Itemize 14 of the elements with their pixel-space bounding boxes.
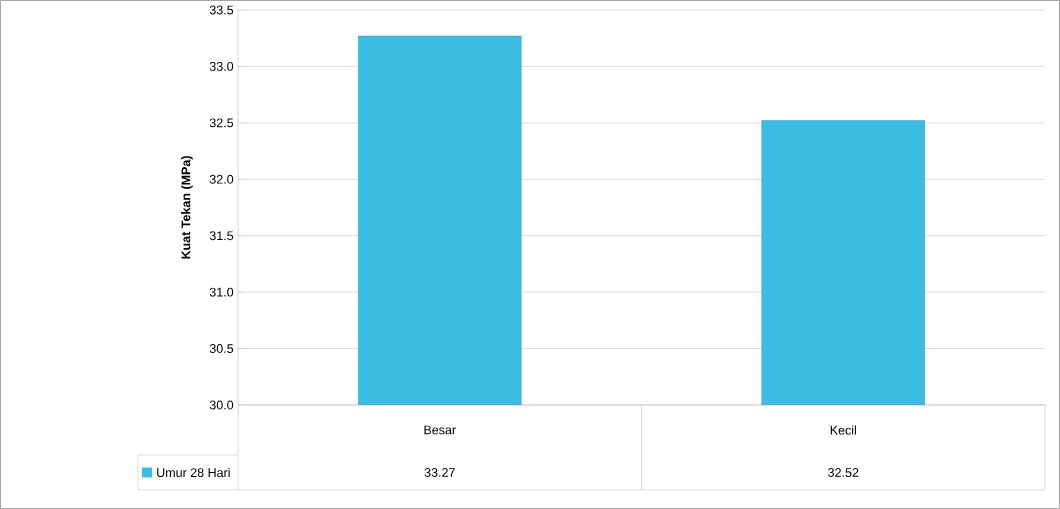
x-tick-label: Kecil — [830, 425, 856, 435]
legend-label: Umur 28 Hari — [157, 467, 230, 478]
y-tick-label: 30.5 — [209, 344, 234, 353]
y-axis-title: Kuat Tekan (MPa) — [181, 156, 193, 259]
x-tick-label: Besar — [424, 425, 456, 435]
y-tick-label: 32.0 — [209, 174, 234, 184]
y-tick-label: 33.5 — [209, 5, 234, 15]
y-tick-label: 33.0 — [209, 61, 234, 71]
y-tick-label: 31.0 — [209, 287, 234, 297]
y-tick-label: 30.0 — [209, 400, 234, 410]
data-label: 33.27 — [424, 468, 455, 477]
y-tick-label: 32.5 — [209, 118, 234, 128]
y-tick-label: 31.5 — [209, 231, 234, 241]
data-label: 32.52 — [828, 468, 859, 477]
